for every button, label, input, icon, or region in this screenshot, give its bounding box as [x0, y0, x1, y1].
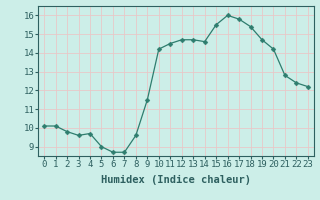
- X-axis label: Humidex (Indice chaleur): Humidex (Indice chaleur): [101, 175, 251, 185]
